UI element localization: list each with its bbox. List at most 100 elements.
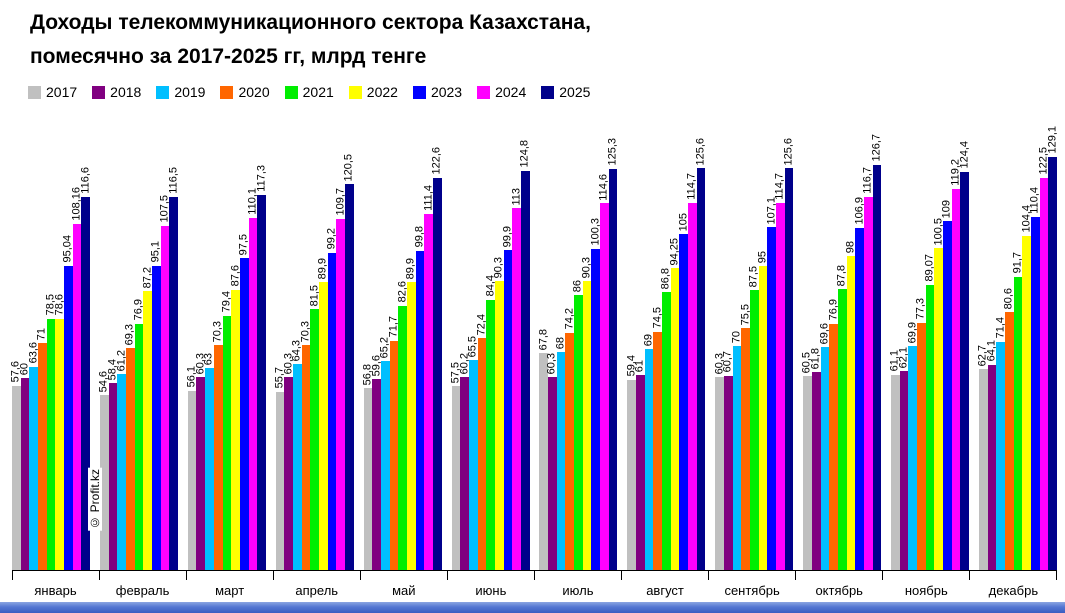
bar-2018-январь: 60 [19, 363, 31, 570]
bar-2021-февраль: 76,9 [132, 299, 144, 570]
bar-2025-март: 117,3 [255, 165, 267, 570]
bar-2022-апрель: 89,9 [317, 258, 329, 570]
legend-label-2020: 2020 [238, 84, 270, 100]
bar-2021-июнь: 84,4 [484, 275, 496, 570]
bar-value-label: 124,8 [518, 140, 531, 168]
bar-group-декабрь: 62,7 64,1 71,4 80,6 91,7 104,4 110,4 122,5 129,1 [977, 126, 1058, 570]
bar-value-label: 116,5 [167, 167, 180, 195]
bar-group-апрель: 55,7 60,3 64,3 70,3 81,5 89,9 99,2 109,7 120,5 [274, 154, 355, 570]
bar-2020-апрель: 70,3 [300, 321, 312, 570]
bar-2024-апрель: 109,7 [334, 188, 346, 570]
bar-2021-декабрь: 91,7 [1011, 252, 1023, 570]
bar-2023-май: 99,8 [413, 226, 425, 570]
bar-group-февраль: 54,6 58,4 61,2 69,3 76,9 87,2 95,1 107,5 116,5 [98, 167, 179, 570]
bar-2017-ноябрь: 61,1 [889, 350, 901, 570]
bar-value-label: 120,5 [342, 153, 355, 182]
bar-2021-октябрь: 87,8 [836, 265, 848, 570]
bar-2024-август: 114,7 [686, 173, 698, 570]
bar-2020-январь: 71 [36, 328, 48, 570]
axis-tick [534, 571, 535, 580]
bar-2019-февраль: 61,2 [115, 350, 127, 570]
bar-value-label: 125,3 [606, 138, 619, 166]
bar-2021-май: 82,6 [396, 281, 408, 570]
bar-group-август: 59,4 61 69 74,5 86,8 94,25 105 114,7 125,6 [625, 138, 707, 570]
bar-2025-декабрь: 129,1 [1046, 126, 1058, 570]
legend-label-2017: 2017 [46, 84, 78, 100]
bar-value-label: 124,4 [958, 141, 971, 169]
legend-label-2025: 2025 [559, 84, 591, 100]
bar-group-сентябрь: 60,3 60,7 70 75,5 87,5 95 107,1 114,7 125,6 [713, 138, 794, 570]
axis-tick [360, 571, 361, 580]
month-label-февраль: февраль [115, 583, 170, 598]
bar-2018-сентябрь: 60,7 [722, 351, 734, 570]
legend-item-2023: 2023 [412, 84, 463, 100]
bar-value-label: 129,1 [1046, 126, 1059, 154]
month-label-август: август [646, 583, 684, 598]
bar-2017-июль: 67,8 [537, 329, 549, 570]
bar-2025-август: 125,6 [695, 138, 707, 570]
bar-2018-октябрь: 61,8 [810, 348, 822, 570]
bar-2018-февраль: 58,4 [106, 359, 118, 570]
month-label-июль: июль [562, 583, 594, 598]
chart-title-line1: Доходы телекоммуникационного сектора Каз… [30, 11, 591, 34]
bar-2024-январь: 108,16 [71, 187, 83, 570]
chart-title: Доходы телекоммуникационного сектора Каз… [30, 6, 591, 74]
bar-2017-декабрь: 62,7 [977, 345, 989, 570]
bar-2018-июнь: 60,2 [458, 353, 470, 570]
legend-label-2023: 2023 [430, 84, 463, 100]
bar-2022-июнь: 90,3 [493, 257, 505, 570]
bar-2018-ноябрь: 62,1 [898, 347, 910, 570]
bar-group-октябрь: 60,5 61,8 69,6 76,9 87,8 98 106,9 116,7 126,7 [801, 134, 882, 570]
bar-group-январь: 57,6 60 63,6 71 78,5 78,6 95,04 108,16 116,6 [10, 167, 91, 570]
bar-2022-ноябрь: 100,5 [932, 218, 944, 570]
month-label-июнь: июнь [475, 583, 507, 598]
bar-2023-декабрь: 110,4 [1029, 187, 1041, 570]
bar-2025-сентябрь: 125,6 [782, 138, 794, 570]
axis-tick [795, 571, 796, 580]
bar-value-label: 125,6 [782, 137, 795, 166]
bar-2023-январь: 95,04 [62, 235, 74, 570]
x-axis-line [12, 570, 1057, 571]
bar-2018-март: 60,3 [194, 353, 206, 570]
bar-2020-сентябрь: 75,5 [739, 304, 751, 570]
bar-2023-август: 105 [677, 213, 689, 570]
bar-2024-март: 110,1 [246, 188, 258, 570]
bar-2024-ноябрь: 119,2 [950, 159, 962, 570]
legend-item-2025: 2025 [541, 84, 590, 100]
bar-group-июль: 67,8 60,3 68 74,2 86 90,3 100,3 114,6 125,3 [537, 138, 619, 570]
bar-2023-октябрь: 106,9 [853, 197, 865, 570]
bar-2019-ноябрь: 69,9 [906, 322, 918, 570]
bar-2025-апрель: 120,5 [343, 154, 355, 570]
bar-2024-октябрь: 116,7 [862, 167, 874, 570]
legend-swatch-2022 [348, 85, 362, 99]
legend-item-2018: 2018 [92, 84, 141, 100]
axis-tick [273, 571, 274, 580]
legend-label-2022: 2022 [366, 84, 398, 100]
bar-group-май: 56,8 59,6 65,2 71,7 82,6 89,9 99,8 111,4 122,6 [361, 147, 443, 570]
axis-tick [708, 571, 709, 580]
month-label-сентябрь: сентябрь [724, 583, 780, 598]
bar-2025-июль: 125,3 [607, 138, 619, 570]
axis-tick [99, 571, 100, 580]
bar-value-label: 126,7 [870, 134, 883, 162]
bar-2024-июль: 114,6 [598, 174, 610, 570]
bar-2019-апрель: 64,3 [291, 340, 303, 570]
axis-tick [621, 571, 622, 580]
bar-2022-март: 87,6 [229, 265, 241, 570]
bar-2021-август: 86,8 [660, 268, 672, 570]
bar-2017-июнь: 57,5 [449, 362, 461, 570]
bar-2022-октябрь: 98 [844, 241, 856, 570]
legend-swatch-2020 [220, 85, 234, 99]
x-axis-ticks [12, 571, 1057, 580]
bar-2020-февраль: 69,3 [124, 324, 136, 570]
bar-2023-ноябрь: 109 [941, 200, 953, 570]
bar-value-label: 67,8 [537, 328, 550, 350]
bar-value-label: 116,6 [79, 167, 92, 194]
bar-2022-май: 89,9 [405, 258, 417, 570]
legend-swatch-2017 [28, 85, 41, 99]
month-label-апрель: апрель [295, 583, 339, 598]
bar-2024-сентябрь: 114,7 [774, 173, 786, 570]
bar-2017-сентябрь: 60,3 [713, 353, 725, 570]
plot-area: 57,6 60 63,6 71 78,5 78,6 95,04 108,16 116,6 54,6… [10, 126, 1058, 570]
legend-item-2020: 2020 [220, 84, 270, 100]
